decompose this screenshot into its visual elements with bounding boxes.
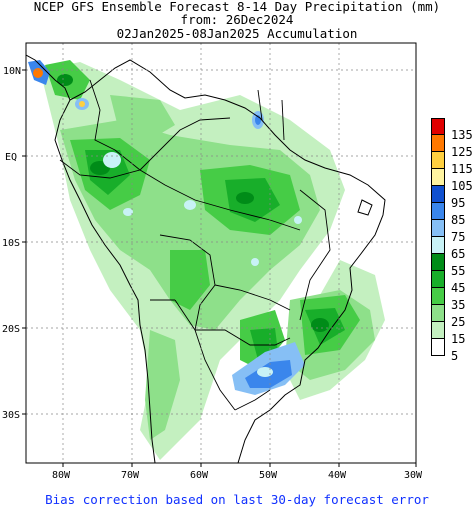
map-subtitle-period: 02Jan2025-08Jan2025 Accumulation <box>116 26 358 41</box>
lon-label-70w: 70W <box>121 470 140 481</box>
legend-swatch <box>431 322 445 339</box>
legend-swatch <box>431 220 445 237</box>
legend-swatch <box>431 237 445 254</box>
precip-fields <box>28 60 385 460</box>
legend-swatch <box>431 152 445 169</box>
lat-labels: 10N EQ 10S 20S 30S <box>2 66 21 421</box>
legend-label: 115 <box>451 162 473 176</box>
legend-swatch <box>431 135 445 152</box>
legend-swatch <box>431 118 445 135</box>
lon-label-40w: 40W <box>328 470 347 481</box>
map-subtitle-date: from: 26Dec2024 <box>180 12 294 27</box>
legend-label: 5 <box>451 349 459 363</box>
map-title: NCEP GFS Ensemble Forecast 8-14 Day Prec… <box>33 0 441 14</box>
legend-label: 75 <box>451 230 466 244</box>
legend-label: 25 <box>451 315 466 329</box>
graticule <box>26 43 416 463</box>
legend-label: 105 <box>451 179 473 193</box>
coastlines <box>26 54 386 463</box>
legend-label: 125 <box>451 145 473 159</box>
legend-label: 35 <box>451 298 466 312</box>
lat-label-10s: 10S <box>2 238 20 249</box>
lat-label-20s: 20S <box>2 324 20 335</box>
legend-label: 95 <box>451 196 466 210</box>
lat-label-30s: 30S <box>2 410 20 421</box>
legend-swatch <box>431 169 445 186</box>
lon-ticks <box>62 463 417 467</box>
plot-frame <box>25 42 417 464</box>
lon-label-80w: 80W <box>52 470 71 481</box>
lon-label-60w: 60W <box>190 470 209 481</box>
legend-swatch <box>431 254 445 271</box>
lat-label-10n: 10N <box>3 66 21 77</box>
legend-label: 85 <box>451 213 466 227</box>
legend-swatch <box>431 288 445 305</box>
legend-label: 135 <box>451 128 473 142</box>
legend-swatch <box>431 186 445 203</box>
legend-label: 55 <box>451 264 466 278</box>
lat-label-eq: EQ <box>5 152 17 163</box>
legend-swatch <box>431 339 445 356</box>
legend-label: 15 <box>451 332 466 346</box>
lat-ticks <box>22 69 26 415</box>
lon-label-50w: 50W <box>259 470 278 481</box>
bias-correction-note: Bias correction based on last 30-day for… <box>45 492 429 507</box>
legend-label: 65 <box>451 247 466 261</box>
legend-swatch <box>431 305 445 322</box>
lon-label-30w: 30W <box>404 470 423 481</box>
lon-labels: 80W 70W 60W 50W 40W 30W <box>52 470 423 481</box>
legend-label: 45 <box>451 281 466 295</box>
legend-swatch <box>431 271 445 288</box>
legend-swatch <box>431 203 445 220</box>
